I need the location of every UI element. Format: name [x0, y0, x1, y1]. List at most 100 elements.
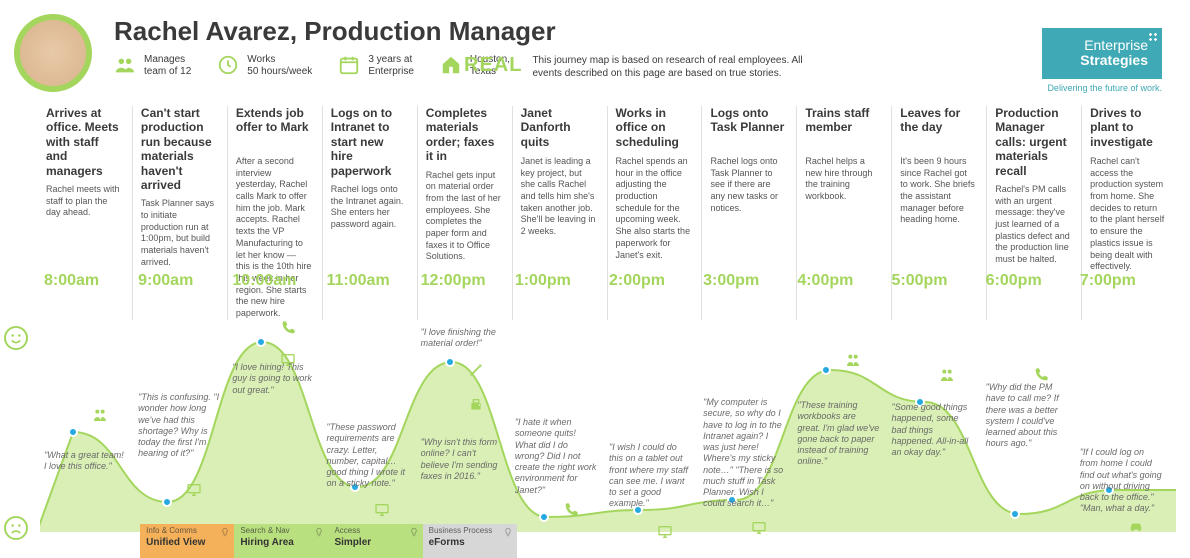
car-icon	[1128, 517, 1144, 533]
clock-icon	[217, 54, 239, 76]
column-body: Rachel helps a new hire through the trai…	[805, 156, 881, 203]
meta-item: Manages team of 12	[114, 54, 191, 78]
lightbulb-icon	[220, 527, 230, 537]
lightbulb-icon	[503, 527, 513, 537]
column-title: Works in office on scheduling	[616, 106, 692, 150]
meta-text: 3 years at Enterprise	[368, 54, 414, 78]
column-title: Can't start production run because mater…	[141, 106, 217, 192]
column-body: Rachel logs onto Task Planner to see if …	[710, 156, 786, 214]
emotion-dot	[162, 497, 172, 507]
column-title: Trains staff member	[805, 106, 881, 150]
phone-icon	[280, 320, 296, 336]
people-icon	[845, 352, 861, 368]
time-label: 5:00pm	[892, 272, 948, 290]
brand-line1: Enterprise	[1084, 37, 1148, 53]
emotion-dot	[445, 357, 455, 367]
column-body: Rachel gets input on material order from…	[426, 170, 502, 264]
brand-dots-icon	[1148, 32, 1158, 42]
column-title: Drives to plant to investigate	[1090, 106, 1166, 150]
meta-text: Works 50 hours/week	[247, 54, 312, 78]
emotion-quote: "I love hiring! This guy is going to wor…	[232, 362, 314, 396]
bar-label: Unified View	[146, 537, 228, 548]
people-icon	[939, 367, 955, 383]
emotion-quote: "These password requirements are crazy. …	[327, 422, 409, 490]
painpoint-bar: Business ProcesseForms	[423, 524, 517, 558]
fax-icon	[468, 397, 484, 413]
brand-logo: Enterprise Strategies	[1042, 28, 1162, 79]
emotion-dot	[539, 512, 549, 522]
emotion-quote: "What a great team! I love this office."	[44, 450, 126, 473]
painpoint-bar: Search & NavHiring Area	[234, 524, 328, 558]
column-title: Completes materials order; faxes it in	[426, 106, 502, 164]
column-body: Rachel spends an hour in the office adju…	[616, 156, 692, 261]
bar-category: Access	[334, 527, 416, 536]
happy-face-icon	[4, 326, 28, 350]
painpoint-bar: AccessSimpler	[328, 524, 422, 558]
time-label: 4:00pm	[797, 272, 853, 290]
time-label: 6:00pm	[986, 272, 1042, 290]
meta-text: Manages team of 12	[144, 54, 191, 78]
painpoint-bar: Info & CommsUnified View	[140, 524, 234, 558]
header: Rachel Avarez, Production Manager Manage…	[14, 14, 1176, 94]
column-body: Task Planner says to initiate production…	[141, 198, 217, 268]
people-icon	[92, 407, 108, 423]
emotion-quote: "Why did the PM have to call me? If ther…	[986, 382, 1068, 450]
column-body: Rachel logs onto the Intranet again. She…	[331, 184, 407, 231]
time-label: 12:00pm	[421, 272, 486, 290]
column-body: Rachel can't access the production syste…	[1090, 156, 1166, 273]
phone-icon	[563, 502, 579, 518]
bar-category: Search & Nav	[240, 527, 322, 536]
sad-face-icon	[4, 516, 28, 540]
emotion-quote: "I hate it when someone quits! What did …	[515, 417, 597, 496]
time-label: 2:00pm	[609, 272, 665, 290]
time-label: 7:00pm	[1080, 272, 1136, 290]
emotion-quote: "I wish I could do this on a tablet out …	[609, 442, 691, 510]
real-block: REAL This journey map is based on resear…	[464, 54, 812, 80]
emotion-quote: "If I could log on from home I could fin…	[1080, 447, 1162, 515]
meta-item: Works 50 hours/week	[217, 54, 312, 78]
bar-label: eForms	[429, 537, 511, 548]
column-body: Janet is leading a key project, but she …	[521, 156, 597, 238]
emotion-quote: "My computer is secure, so why do I have…	[703, 397, 785, 510]
emotion-quote: "Why isn't this form online? I can't bel…	[421, 437, 503, 482]
emotion-quote: "Some good things happened, some bad thi…	[892, 402, 974, 458]
column-title: Production Manager calls: urgent materia…	[995, 106, 1071, 178]
lightbulb-icon	[409, 527, 419, 537]
team-icon	[114, 54, 136, 76]
emotion-dot	[68, 427, 78, 437]
emotion-dot	[821, 365, 831, 375]
brand-tagline: Delivering the future of work.	[1042, 83, 1162, 93]
column-title: Logs onto Task Planner	[710, 106, 786, 150]
emotion-quote: "This is confusing. "I wonder how long w…	[138, 392, 220, 460]
column-body: Rachel meets with staff to plan the day …	[46, 184, 122, 219]
pencil-icon	[468, 362, 484, 378]
emotion-quote: "I love finishing the material order!"	[421, 327, 503, 350]
emotion-dot	[1010, 509, 1020, 519]
monitor-icon	[186, 482, 202, 498]
real-badge: REAL	[464, 54, 522, 77]
bar-category: Business Process	[429, 527, 511, 536]
time-label: 10:00am	[232, 272, 296, 290]
column-body: Rachel's PM calls with an urgent message…	[995, 184, 1071, 266]
meta-item: 3 years at Enterprise	[338, 54, 414, 78]
phone-icon	[1033, 367, 1049, 383]
time-label: 9:00am	[138, 272, 193, 290]
real-text: This journey map is based on research of…	[532, 54, 812, 80]
time-label: 3:00pm	[703, 272, 759, 290]
monitor-icon	[280, 352, 296, 368]
lightbulb-icon	[314, 527, 324, 537]
column-title: Extends job offer to Mark	[236, 106, 312, 150]
persona-meta-row: Manages team of 12 Works 50 hours/week 3 y…	[114, 54, 510, 78]
bar-label: Hiring Area	[240, 537, 322, 548]
persona-avatar	[14, 14, 92, 92]
monitor-icon	[374, 502, 390, 518]
emotion-dot	[256, 337, 266, 347]
column-title: Leaves for the day	[900, 106, 976, 150]
time-label: 1:00pm	[515, 272, 571, 290]
monitor-icon	[657, 524, 673, 540]
brand-line2: Strategies	[1080, 52, 1148, 68]
time-label: 8:00am	[44, 272, 99, 290]
bar-category: Info & Comms	[146, 527, 228, 536]
time-label: 11:00am	[327, 272, 390, 290]
house-icon	[440, 54, 462, 76]
